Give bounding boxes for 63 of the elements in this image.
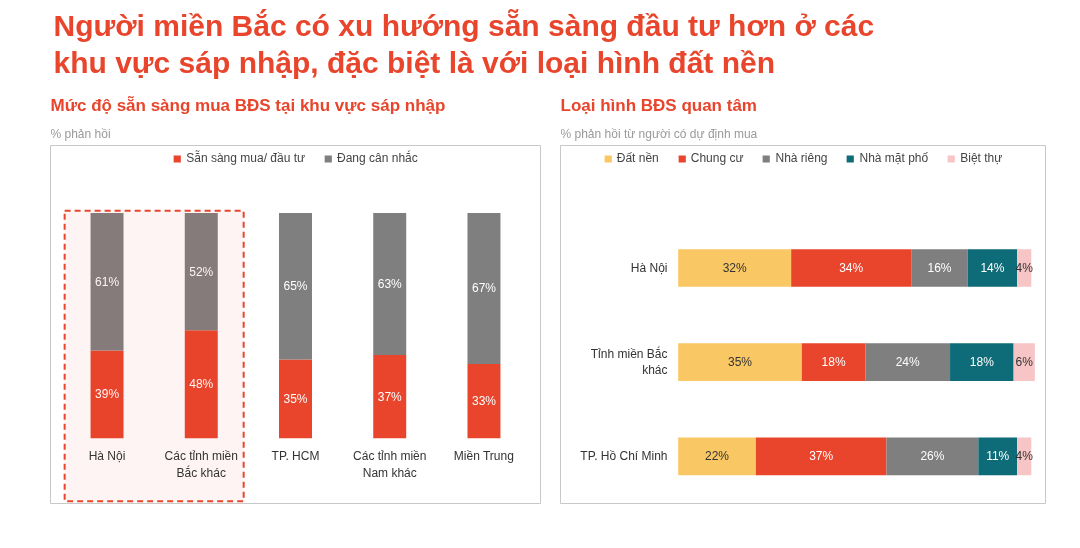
bar [279,359,312,439]
data-label: 52% [189,264,214,279]
data-label: 16% [927,260,952,275]
data-label: 65% [283,279,308,294]
data-label: 24% [895,355,921,370]
data-label: 34% [839,260,864,275]
data-label: 63% [377,276,403,291]
x-tick-label: TP. HCM [271,449,320,464]
legend-label: Sẵn sàng mua/ đầu tư [186,151,306,165]
data-label: 32% [722,260,748,275]
data-label: 35% [727,355,753,370]
chart-title: Mức độ sẵn sàng mua BĐS tại khu vực sáp nhập [50,94,446,115]
chart-subtitle: % phản hồi từ người có dự định mua [560,126,758,141]
data-label: 39% [95,387,120,402]
bar [950,343,1014,382]
data-label: 33% [471,394,497,409]
bar [279,213,312,360]
legend-label: Nhà mặt phố [859,151,929,165]
y-tick-label: TP. Hồ Chí Minh [580,449,668,464]
bar [755,437,887,476]
bar [801,343,866,382]
data-label: 35% [283,391,308,406]
x-tick-label: Miền Trung [453,449,514,464]
bar [373,354,407,439]
data-label: 37% [809,449,834,464]
data-label: 37% [377,389,403,404]
bar [373,213,407,355]
bar [678,437,756,476]
y-tick-label: Hà Nội [630,260,668,275]
data-label: 61% [95,274,120,289]
bar [467,363,501,439]
data-label: 48% [189,377,214,392]
legend-label: Đang cân nhắc [337,151,418,165]
data-label: 22% [705,449,730,464]
data-label: 11% [986,449,1010,464]
x-tick-label: Các tỉnh miền Bắc khác [164,449,238,480]
legend-label: Nhà riêng [775,151,828,165]
bar [184,213,218,331]
data-label: 6% [1015,355,1034,370]
y-tick-label: Tỉnh miền Bắc khác [590,346,668,378]
bar [90,213,124,351]
bar [184,330,218,439]
legend-label: Đất nền [616,151,659,165]
chart-subtitle: % phản hồi [50,126,111,141]
data-label: 18% [821,355,846,370]
bar [678,249,792,287]
bar [886,437,979,476]
bar [791,249,912,287]
data-label: 14% [980,260,1005,275]
chart-title: Loại hình BĐS quan tâm [560,95,757,115]
legend-label: Chung cư [690,151,744,165]
x-tick-label: Hà Nội [88,449,126,464]
bar [90,350,124,439]
bar [911,249,968,287]
bar [467,213,501,364]
data-label: 18% [969,355,995,370]
text: Người miền Bắc có xu hướng sẵn sàng đầu tư hơn ở các khu vực sáp nhập, đặc biệt là với loại hình đất nền [53,8,875,79]
data-label: 67% [471,281,497,296]
bar [678,343,802,382]
x-tick-label: Các tỉnh miền Nam khác [353,449,427,480]
bar [865,343,951,382]
data-label: 26% [920,449,945,464]
legend-label: Biệt thự [960,151,1003,165]
